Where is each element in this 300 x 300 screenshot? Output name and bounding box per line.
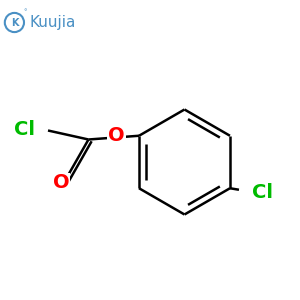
- Text: Cl: Cl: [14, 120, 35, 140]
- Text: O: O: [52, 173, 69, 193]
- Text: Kuujia: Kuujia: [29, 15, 76, 30]
- Text: O: O: [109, 126, 125, 145]
- Text: K: K: [11, 17, 18, 28]
- Text: Cl: Cl: [253, 183, 274, 202]
- Text: °: °: [24, 9, 27, 15]
